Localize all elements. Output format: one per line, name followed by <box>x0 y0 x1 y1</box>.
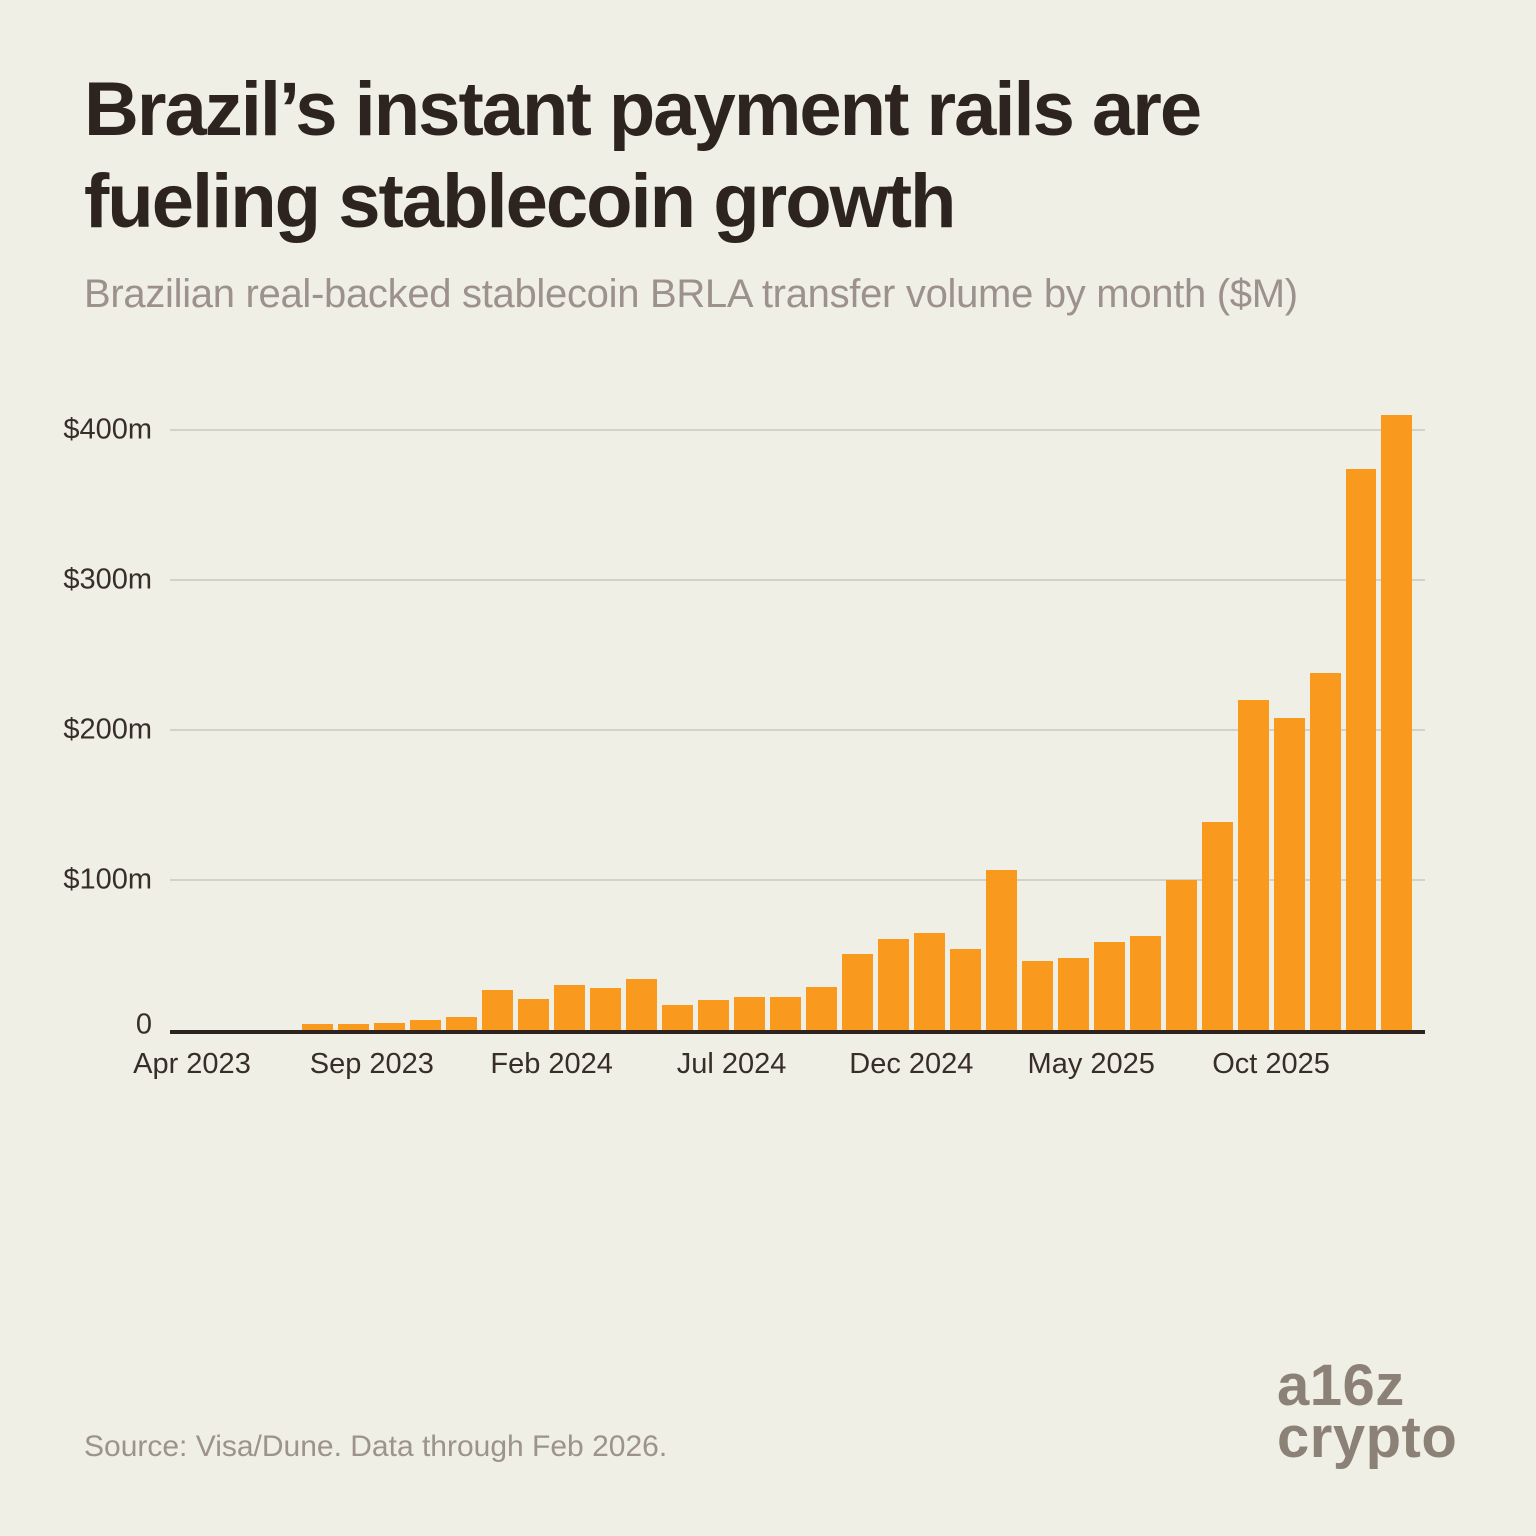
bar-Jun 2024 <box>662 1004 694 1030</box>
bar-Dec 2024 <box>877 938 909 1030</box>
x-axis-label-May 2025: May 2025 <box>1027 1048 1155 1080</box>
y-axis-label-0: 0 <box>135 1008 152 1041</box>
bar-Oct 2024 <box>805 986 837 1030</box>
y-axis-label-$100m: $100m <box>63 863 152 896</box>
bar-Nov 2025 <box>1273 718 1305 1030</box>
bar-Sep 2025 <box>1201 821 1233 1030</box>
bar-Jan 2026 <box>1345 469 1377 1030</box>
x-axis-label-Oct 2025: Oct 2025 <box>1212 1048 1330 1080</box>
bar-Mar 2024 <box>554 985 586 1030</box>
y-axis-label-$200m: $200m <box>63 713 152 746</box>
bar-Feb 2026 <box>1381 415 1413 1030</box>
bar-Jun 2025 <box>1093 941 1125 1030</box>
bar-Nov 2024 <box>841 953 873 1030</box>
gridline-$200m <box>170 729 1425 731</box>
gridline-$100m <box>170 879 1425 881</box>
bar-Sep 2023 <box>338 1024 370 1030</box>
a16z-crypto-logo: a16z crypto <box>1277 1353 1458 1470</box>
x-axis-label-Apr 2023: Apr 2023 <box>133 1048 251 1080</box>
logo-line-a16z: a16z <box>1277 1353 1405 1418</box>
x-axis-label-Jul 2024: Jul 2024 <box>676 1048 787 1080</box>
bar-Nov 2023 <box>410 1019 442 1030</box>
x-axis-label-Sep 2023: Sep 2023 <box>309 1048 434 1080</box>
x-axis-label-Feb 2024: Feb 2024 <box>490 1048 613 1080</box>
bar-Jan 2025 <box>913 932 945 1030</box>
bar-May 2025 <box>1057 958 1089 1030</box>
x-axis-line <box>170 1030 1425 1034</box>
bar-Sep 2024 <box>769 997 801 1030</box>
bar-Jul 2025 <box>1129 935 1161 1030</box>
y-axis-label-$300m: $300m <box>63 563 152 596</box>
bar-Apr 2025 <box>1021 961 1053 1030</box>
bar-Aug 2023 <box>302 1024 334 1030</box>
bar-Aug 2025 <box>1165 880 1197 1030</box>
bar-Jan 2024 <box>482 989 514 1030</box>
bar-Oct 2023 <box>374 1022 406 1030</box>
bar-Feb 2024 <box>518 998 550 1030</box>
chart-title: Brazil’s instant payment rails are fueli… <box>84 67 1202 244</box>
bar-Aug 2024 <box>734 997 765 1030</box>
chart-subtitle: Brazilian real-backed stablecoin BRLA tr… <box>84 272 1298 316</box>
x-axis-label-Dec 2024: Dec 2024 <box>849 1048 974 1080</box>
bar-Dec 2025 <box>1309 673 1341 1030</box>
gridline-$400m <box>170 429 1425 431</box>
bar-Dec 2023 <box>446 1016 478 1030</box>
logo-line-crypto: crypto <box>1277 1405 1458 1470</box>
bar-Apr 2024 <box>590 988 622 1030</box>
source-note: Source: Visa/Dune. Data through Feb 2026… <box>84 1430 668 1463</box>
bar-Mar 2025 <box>985 869 1017 1030</box>
bar-Oct 2025 <box>1237 700 1269 1030</box>
bar-Jul 2024 <box>698 1000 730 1030</box>
bar-Feb 2025 <box>949 949 981 1030</box>
y-axis-label-$400m: $400m <box>63 413 152 446</box>
bar-May 2024 <box>626 979 658 1030</box>
gridline-$300m <box>170 579 1425 581</box>
